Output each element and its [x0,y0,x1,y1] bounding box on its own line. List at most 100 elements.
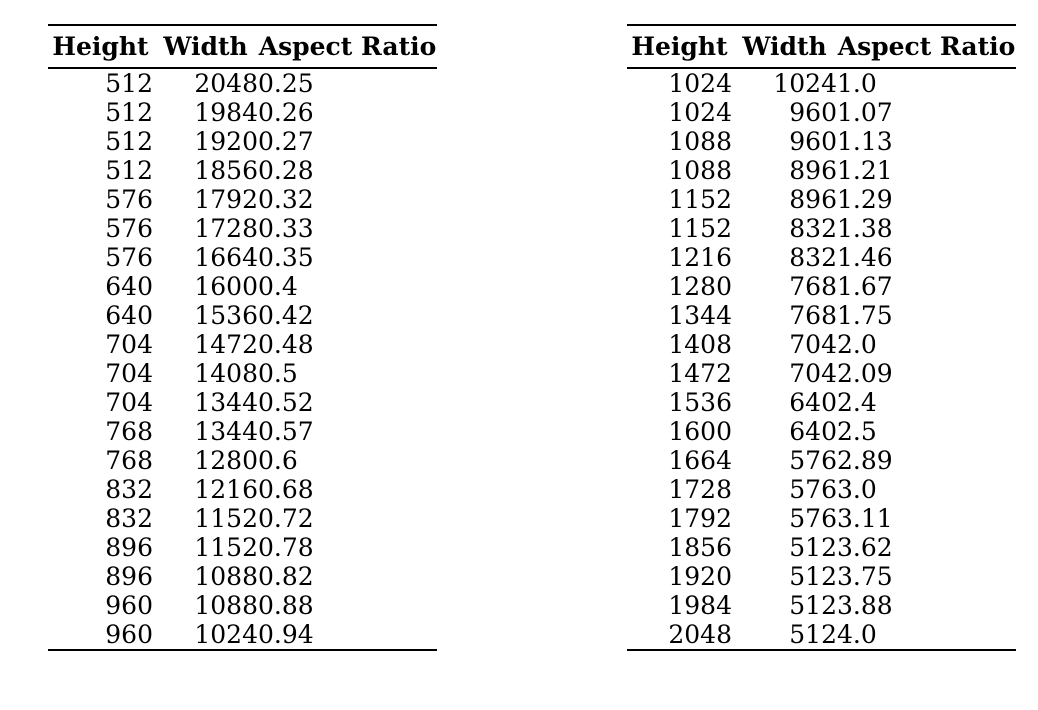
cell-aspect-ratio: 0.48 [258,330,314,359]
cell-height: 1024 [668,69,732,98]
cell-height: 1152 [668,185,732,214]
cell-height: 1600 [668,417,732,446]
cell-height: 1088 [668,127,732,156]
cell-height: 960 [105,620,153,649]
cell-width: 832 [789,214,837,243]
table-row: 1984 512 3.88 [627,591,1016,620]
table-row: 1920 512 3.75 [627,562,1016,591]
table-row: 960 1024 0.94 [48,620,437,650]
table-row: 1728 576 3.0 [627,475,1016,504]
table-row: 768 1280 0.6 [48,446,437,475]
table-row: 576 1792 0.32 [48,185,437,214]
cell-height: 2048 [668,620,732,649]
cell-aspect-ratio: 0.35 [258,243,314,272]
column-header-height: Height [48,25,153,69]
cell-aspect-ratio: 0.94 [258,620,314,649]
cell-height: 1088 [668,156,732,185]
cell-height: 704 [105,388,153,417]
cell-width: 768 [789,301,837,330]
table-header-row: Height Width Aspect Ratio [48,25,437,69]
cell-height: 704 [105,359,153,388]
cell-width: 1984 [194,98,258,127]
cell-height: 1792 [668,504,732,533]
cell-width: 1856 [194,156,258,185]
cell-width: 512 [789,533,837,562]
cell-width: 960 [789,127,837,156]
cell-aspect-ratio: 1.21 [837,156,893,185]
cell-aspect-ratio: 0.52 [258,388,314,417]
cell-height: 768 [105,446,153,475]
cell-width: 640 [789,417,837,446]
table-row: 1024 1024 1.0 [627,68,1016,98]
cell-height: 896 [105,533,153,562]
cell-aspect-ratio: 0.72 [258,504,314,533]
column-header-aspect-ratio: Aspect Ratio [837,25,1016,69]
cell-height: 576 [105,214,153,243]
cell-height: 640 [105,301,153,330]
cell-aspect-ratio: 2.0 [837,330,877,359]
cell-width: 1152 [194,533,258,562]
table-row: 832 1152 0.72 [48,504,437,533]
cell-aspect-ratio: 0.33 [258,214,314,243]
table-row: 1344 768 1.75 [627,301,1016,330]
cell-aspect-ratio: 1.75 [837,301,893,330]
cell-width: 576 [789,475,837,504]
cell-width: 1472 [194,330,258,359]
cell-width: 512 [789,591,837,620]
cell-aspect-ratio: 3.88 [837,591,893,620]
cell-aspect-ratio: 2.89 [837,446,893,475]
table-row: 1088 960 1.13 [627,127,1016,156]
table-row: 1600 640 2.5 [627,417,1016,446]
cell-aspect-ratio: 2.4 [837,388,877,417]
cell-width: 576 [789,504,837,533]
cell-width: 768 [789,272,837,301]
cell-aspect-ratio: 0.6 [258,446,298,475]
table-row: 576 1728 0.33 [48,214,437,243]
cell-height: 1152 [668,214,732,243]
cell-aspect-ratio: 3.0 [837,475,877,504]
cell-aspect-ratio: 1.67 [837,272,893,301]
cell-height: 1728 [668,475,732,504]
cell-aspect-ratio: 2.5 [837,417,877,446]
cell-width: 1152 [194,504,258,533]
cell-width: 1792 [194,185,258,214]
cell-width: 1024 [194,620,258,649]
cell-height: 1920 [668,562,732,591]
cell-width: 512 [789,562,837,591]
table-row: 768 1344 0.57 [48,417,437,446]
cell-width: 1920 [194,127,258,156]
cell-aspect-ratio: 0.4 [258,272,298,301]
cell-width: 1344 [194,388,258,417]
cell-aspect-ratio: 1.46 [837,243,893,272]
table-row: 1088 896 1.21 [627,156,1016,185]
cell-height: 896 [105,562,153,591]
cell-height: 1856 [668,533,732,562]
table-header-row: Height Width Aspect Ratio [627,25,1016,69]
cell-width: 704 [789,330,837,359]
cell-height: 512 [105,98,153,127]
cell-width: 640 [789,388,837,417]
cell-aspect-ratio: 0.28 [258,156,314,185]
table-row: 1280 768 1.67 [627,272,1016,301]
cell-aspect-ratio: 1.07 [837,98,893,127]
table-row: 512 1920 0.27 [48,127,437,156]
cell-width: 704 [789,359,837,388]
cell-width: 1728 [194,214,258,243]
cell-height: 512 [105,69,153,98]
table-row: 640 1600 0.4 [48,272,437,301]
cell-aspect-ratio: 1.29 [837,185,893,214]
column-header-height: Height [627,25,732,69]
column-header-aspect-ratio: Aspect Ratio [258,25,437,69]
cell-aspect-ratio: 0.68 [258,475,314,504]
cell-width: 1408 [194,359,258,388]
cell-width: 1216 [194,475,258,504]
cell-aspect-ratio: 1.0 [837,69,877,98]
cell-height: 640 [105,272,153,301]
cell-height: 704 [105,330,153,359]
cell-height: 1472 [668,359,732,388]
cell-height: 1216 [668,243,732,272]
cell-aspect-ratio: 1.38 [837,214,893,243]
cell-height: 512 [105,127,153,156]
cell-width: 1024 [773,69,837,98]
cell-height: 1408 [668,330,732,359]
